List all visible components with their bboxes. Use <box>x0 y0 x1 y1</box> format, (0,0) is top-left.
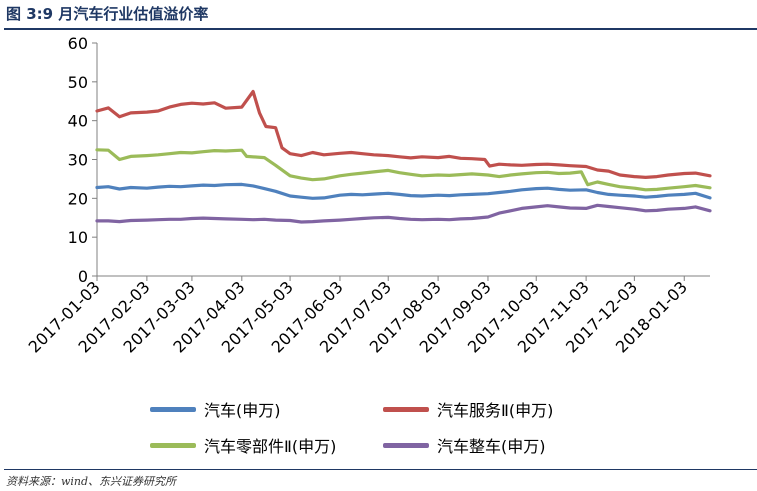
legend-swatch <box>150 442 196 448</box>
legend-item-1: 汽车(申万) <box>150 396 281 422</box>
y-tick-label: 40 <box>68 112 88 131</box>
legend-swatch <box>383 406 429 412</box>
y-tick-label: 50 <box>68 73 88 92</box>
y-tick-label: 20 <box>68 189 88 208</box>
figure-title: 图 3:9 月汽车行业估值溢价率 <box>6 5 209 23</box>
y-tick-label: 0 <box>78 267 88 286</box>
title-rule <box>4 28 757 30</box>
source-note: 资料来源：wind、东兴证券研究所 <box>6 475 177 488</box>
legend-label: 汽车整车(申万) <box>437 437 546 456</box>
y-tick-label: 10 <box>68 228 88 247</box>
chart-series <box>95 89 712 224</box>
legend-item-4: 汽车整车(申万) <box>383 432 546 458</box>
legend-item-2: 汽车服务Ⅱ(申万) <box>383 396 553 422</box>
y-tick-label: 30 <box>68 151 88 170</box>
chart-legend: 汽车(申万) 汽车服务Ⅱ(申万) 汽车零部件Ⅱ(申万) 汽车整车(申万) <box>150 396 650 462</box>
legend-label: 汽车(申万) <box>204 401 281 420</box>
series-line-2 <box>95 89 712 179</box>
legend-label: 汽车零部件Ⅱ(申万) <box>204 437 337 456</box>
y-tick-label: 60 <box>68 34 88 53</box>
series-line-1 <box>95 182 712 200</box>
series-line-3 <box>95 148 712 192</box>
legend-label: 汽车服务Ⅱ(申万) <box>437 401 554 420</box>
legend-swatch <box>383 442 429 448</box>
legend-swatch <box>150 406 196 412</box>
series-line-4 <box>95 203 712 224</box>
legend-item-3: 汽车零部件Ⅱ(申万) <box>150 432 336 458</box>
line-chart: 01020304050602017-01-032017-02-032017-03… <box>25 34 712 357</box>
source-rule <box>4 469 757 470</box>
